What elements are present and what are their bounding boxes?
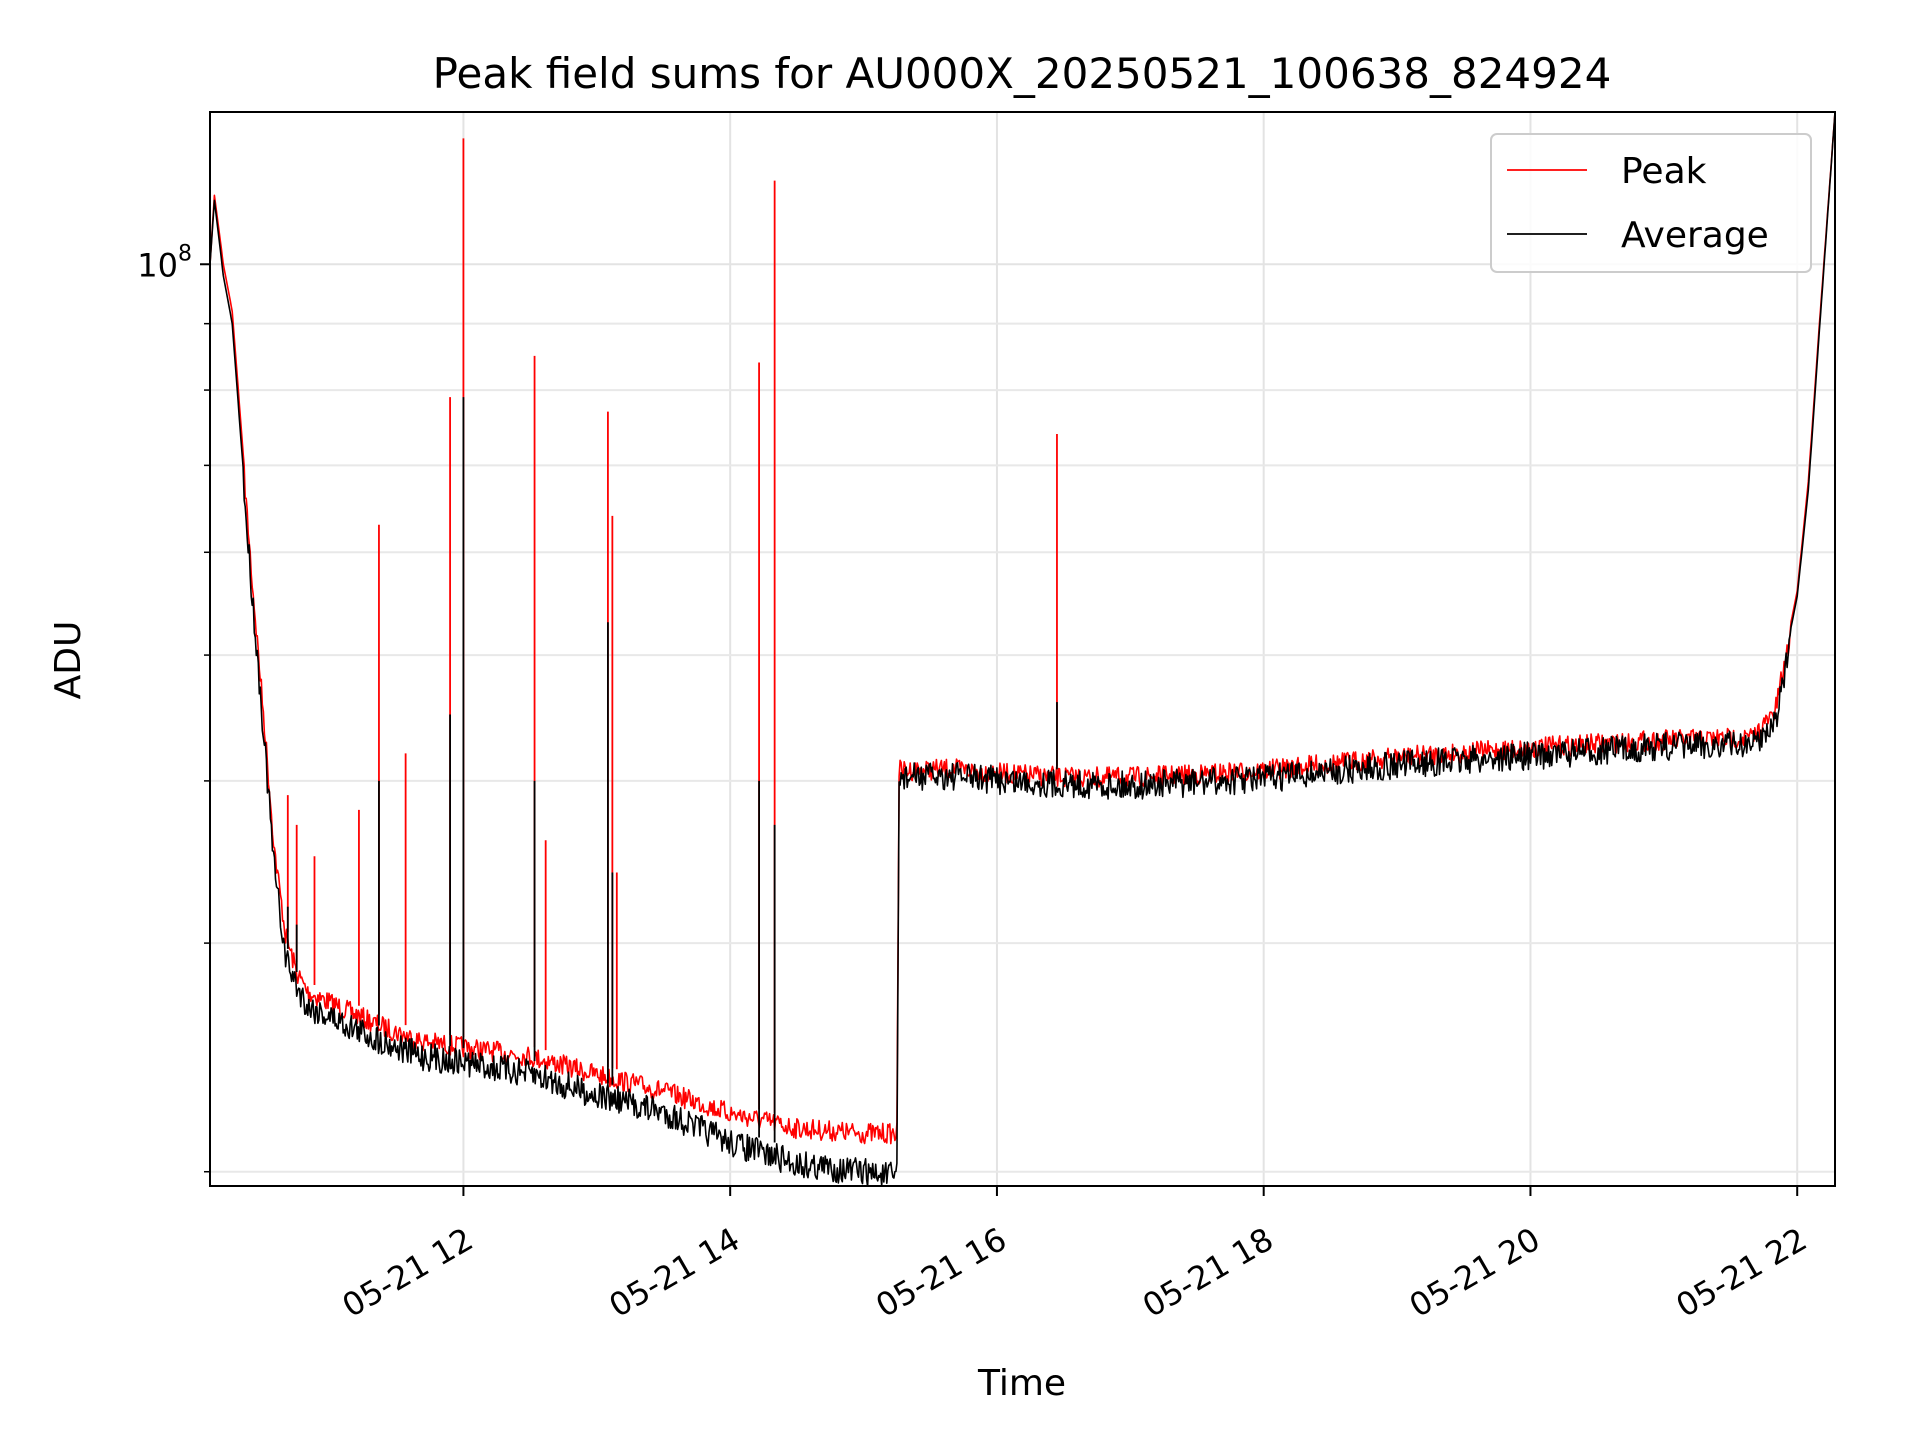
plot-frame (209, 111, 1836, 1187)
legend-label-peak: Peak (1621, 151, 1707, 192)
plot-area (210, 112, 1835, 1186)
grid (210, 112, 1835, 1186)
y-axis: 108 (137, 241, 210, 1173)
legend-box (1490, 133, 1812, 273)
y-tick-label: 108 (137, 241, 192, 284)
x-axis-label: Time (977, 1363, 1066, 1404)
legend-label-average: Average (1621, 215, 1769, 256)
series-line-average (210, 112, 1835, 1186)
series-average (210, 112, 1835, 1186)
chart-title: Peak field sums for AU000X_20250521_1006… (433, 49, 1612, 98)
legend: Peak Average (1490, 133, 1812, 273)
y-axis-label: ADU (48, 621, 89, 700)
